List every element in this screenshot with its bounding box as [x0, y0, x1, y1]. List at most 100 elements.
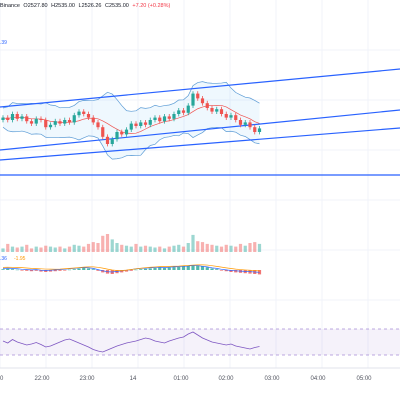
time-axis-label: 14 — [130, 376, 137, 382]
macd-bar — [129, 270, 133, 271]
macd-bar — [143, 268, 148, 270]
macd-bar — [200, 266, 205, 270]
macd-bar — [215, 269, 219, 270]
rsi-band — [0, 329, 400, 355]
volume-bar — [191, 234, 195, 252]
candle-body — [29, 121, 34, 124]
candle-body — [15, 114, 19, 119]
volume-bar — [67, 246, 72, 252]
macd-bar — [72, 269, 76, 270]
macd-bar — [162, 268, 167, 270]
macd-indicator — [1, 264, 262, 275]
time-axis-label: 23:00 — [79, 376, 95, 382]
macd-bar — [53, 270, 57, 272]
open-value: O2527.80 — [23, 3, 48, 9]
volume-bar — [44, 245, 48, 252]
volume-bar — [229, 245, 233, 252]
trendline-upper[interactable] — [0, 68, 400, 108]
volume-bar — [48, 246, 53, 252]
volume-bar — [200, 242, 205, 252]
candle-body — [243, 122, 247, 125]
macd-bar — [1, 269, 5, 270]
macd-bar — [6, 268, 10, 270]
volume-bar — [29, 248, 34, 252]
candle-body — [234, 115, 238, 120]
trend-lines[interactable] — [0, 68, 400, 176]
volume-bar — [20, 246, 24, 252]
macd-value-b: -1.95 — [14, 256, 26, 262]
candle-body — [162, 116, 167, 122]
candle-body — [44, 120, 48, 128]
candle-body — [53, 121, 57, 125]
volume-bar — [86, 243, 91, 252]
volume-bar — [63, 248, 67, 252]
candle-body — [101, 127, 105, 137]
volume-bar — [96, 243, 100, 252]
candle-body — [82, 111, 86, 114]
candle-body — [172, 114, 176, 119]
candle-body — [158, 117, 162, 122]
volume-bar — [25, 244, 29, 252]
candle-body — [58, 121, 62, 124]
volume-bar — [39, 247, 43, 252]
candle-body — [34, 118, 38, 124]
candle-body — [186, 105, 190, 113]
indicator-value-tag: .39 — [0, 40, 7, 46]
candle-body — [210, 108, 214, 112]
macd-bar — [158, 267, 162, 270]
candle-body — [139, 122, 143, 126]
change-value: +7.20 (+0.28%) — [132, 3, 171, 9]
symbol-legend[interactable]: Binance O2527.80 H2535.00 L2526.26 C2535… — [0, 3, 172, 9]
macd-bar — [10, 269, 15, 270]
rsi-line — [2, 331, 260, 353]
candle-body — [115, 132, 119, 140]
volume-bar — [253, 242, 257, 252]
macd-bar — [186, 266, 190, 270]
volume-bar — [15, 247, 19, 252]
candle-body — [20, 116, 24, 119]
macd-bar — [167, 267, 171, 270]
macd-bar — [44, 270, 48, 272]
volume-bar — [134, 243, 138, 252]
macd-bar — [153, 268, 157, 270]
candle-body — [6, 117, 10, 120]
volume-bar — [129, 246, 133, 252]
volume-bar — [205, 243, 209, 252]
low-value: L2526.26 — [78, 3, 102, 9]
volume-bar — [177, 244, 181, 252]
trendline-middle[interactable] — [0, 109, 400, 151]
volume-bar — [10, 246, 15, 252]
candle-body — [120, 132, 124, 135]
time-axis-label: 05:00 — [356, 376, 372, 382]
volume-bar — [210, 244, 214, 252]
volume-bar — [120, 244, 124, 252]
candle-body — [25, 116, 29, 122]
macd-bar — [34, 270, 38, 271]
volume-bar — [153, 247, 157, 252]
macd-bar — [181, 266, 186, 270]
volume-bar — [115, 243, 119, 252]
macd-bar — [196, 265, 200, 270]
macd-bar — [191, 265, 195, 270]
volume-bar — [143, 245, 148, 252]
trendline-lower[interactable] — [0, 127, 400, 161]
macd-bar — [205, 267, 209, 270]
macd-bar — [48, 270, 53, 272]
candle-body — [248, 122, 252, 128]
candle-body — [219, 109, 224, 114]
candle-body — [1, 117, 5, 120]
candle-body — [105, 136, 110, 144]
volume-bar — [91, 242, 95, 252]
candle-body — [148, 120, 152, 125]
time-axis-label: 04:00 — [310, 376, 326, 382]
volume-bar — [34, 246, 38, 252]
candle-body — [86, 114, 91, 118]
candle-body — [191, 93, 195, 106]
candle-body — [205, 103, 209, 108]
candle-body — [257, 128, 262, 132]
volume-bar — [172, 245, 176, 252]
time-axis[interactable]: 0 22:00 23:00 14 01:00 02:00 03:00 04:00 05:00 — [0, 376, 372, 382]
volume-bar — [58, 246, 62, 252]
high-value: H2535.00 — [51, 3, 75, 9]
